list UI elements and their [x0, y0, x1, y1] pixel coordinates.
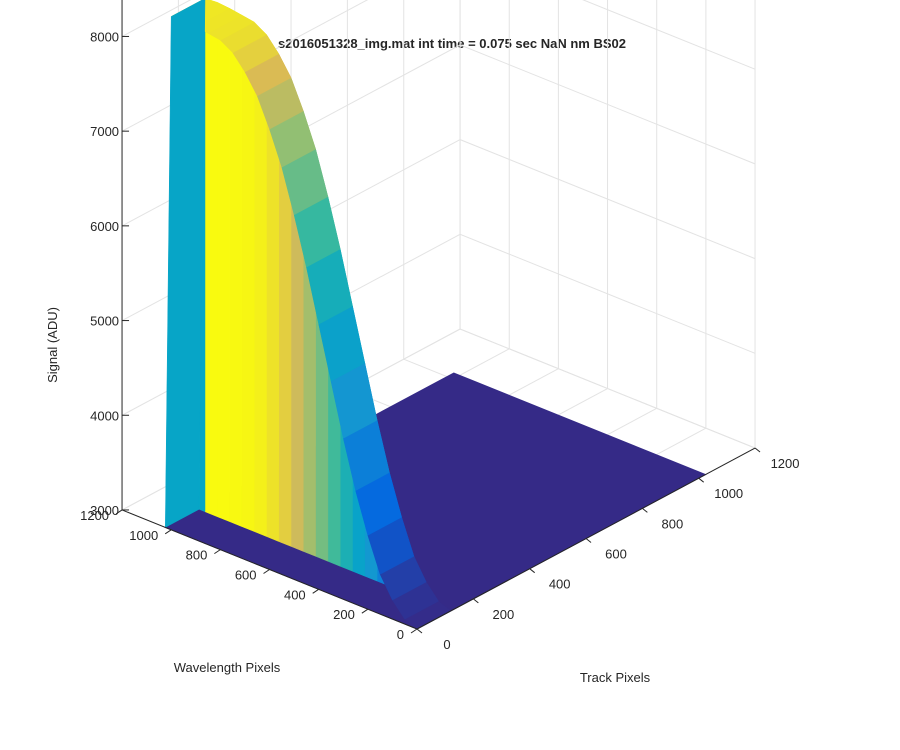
y-tick-mark — [115, 509, 123, 515]
z-tick-label: 8000 — [90, 29, 119, 44]
x-tick-mark — [529, 568, 535, 574]
z-tick-label: 4000 — [90, 408, 119, 423]
y-tick-mark — [410, 628, 418, 634]
z-tick-label: 3000 — [90, 503, 119, 518]
y-tick-label: 600 — [235, 567, 257, 582]
y-tick-mark — [312, 588, 319, 594]
x-tick-label: 400 — [549, 577, 571, 592]
y-tick-label: 200 — [333, 607, 355, 622]
signal-surface — [165, 0, 452, 630]
x-tick-label: 0 — [443, 637, 450, 652]
chart-title: s2016051328_img.mat int time = 0.075 sec… — [278, 36, 626, 51]
z-tick-label: 6000 — [90, 219, 119, 234]
y-tick-label: 400 — [284, 587, 306, 602]
x-tick-label: 1000 — [714, 486, 743, 501]
x-tick-label: 200 — [492, 607, 514, 622]
surface-top — [165, 0, 206, 528]
y-tick-label: 0 — [397, 627, 404, 642]
surface-face — [241, 14, 255, 532]
y-tick-mark — [164, 529, 172, 535]
z-axis-label: Signal (ADU) — [45, 307, 60, 383]
x-tick-label: 600 — [605, 547, 627, 562]
y-tick-mark — [214, 549, 221, 555]
x-tick-mark — [416, 628, 423, 634]
x-tick-mark — [642, 507, 648, 513]
x-axis-label: Track Pixels — [580, 670, 651, 685]
y-tick-label: 1000 — [129, 528, 158, 543]
z-tick-label: 7000 — [90, 124, 119, 139]
y-tick-mark — [263, 569, 270, 574]
x-tick-mark — [698, 477, 705, 483]
x-tick-mark — [585, 538, 592, 543]
y-axis-label: Wavelength Pixels — [174, 660, 281, 675]
y-tick-label: 1200 — [80, 508, 109, 523]
surface-face — [204, 0, 218, 518]
x-tick-label: 1200 — [771, 456, 800, 471]
z-tick-label: 5000 — [90, 314, 119, 329]
x-tick-mark — [473, 598, 479, 604]
y-tick-mark — [361, 608, 369, 614]
y-tick-label: 800 — [186, 548, 208, 563]
surface-face — [229, 7, 243, 527]
axes: 0 200 400 600 800 1000 1200 0 200 400 600 800 1000 12… — [80, 0, 800, 652]
x-tick-mark — [754, 447, 761, 453]
x-tick-label: 800 — [662, 516, 684, 531]
surface-face — [217, 1, 230, 522]
